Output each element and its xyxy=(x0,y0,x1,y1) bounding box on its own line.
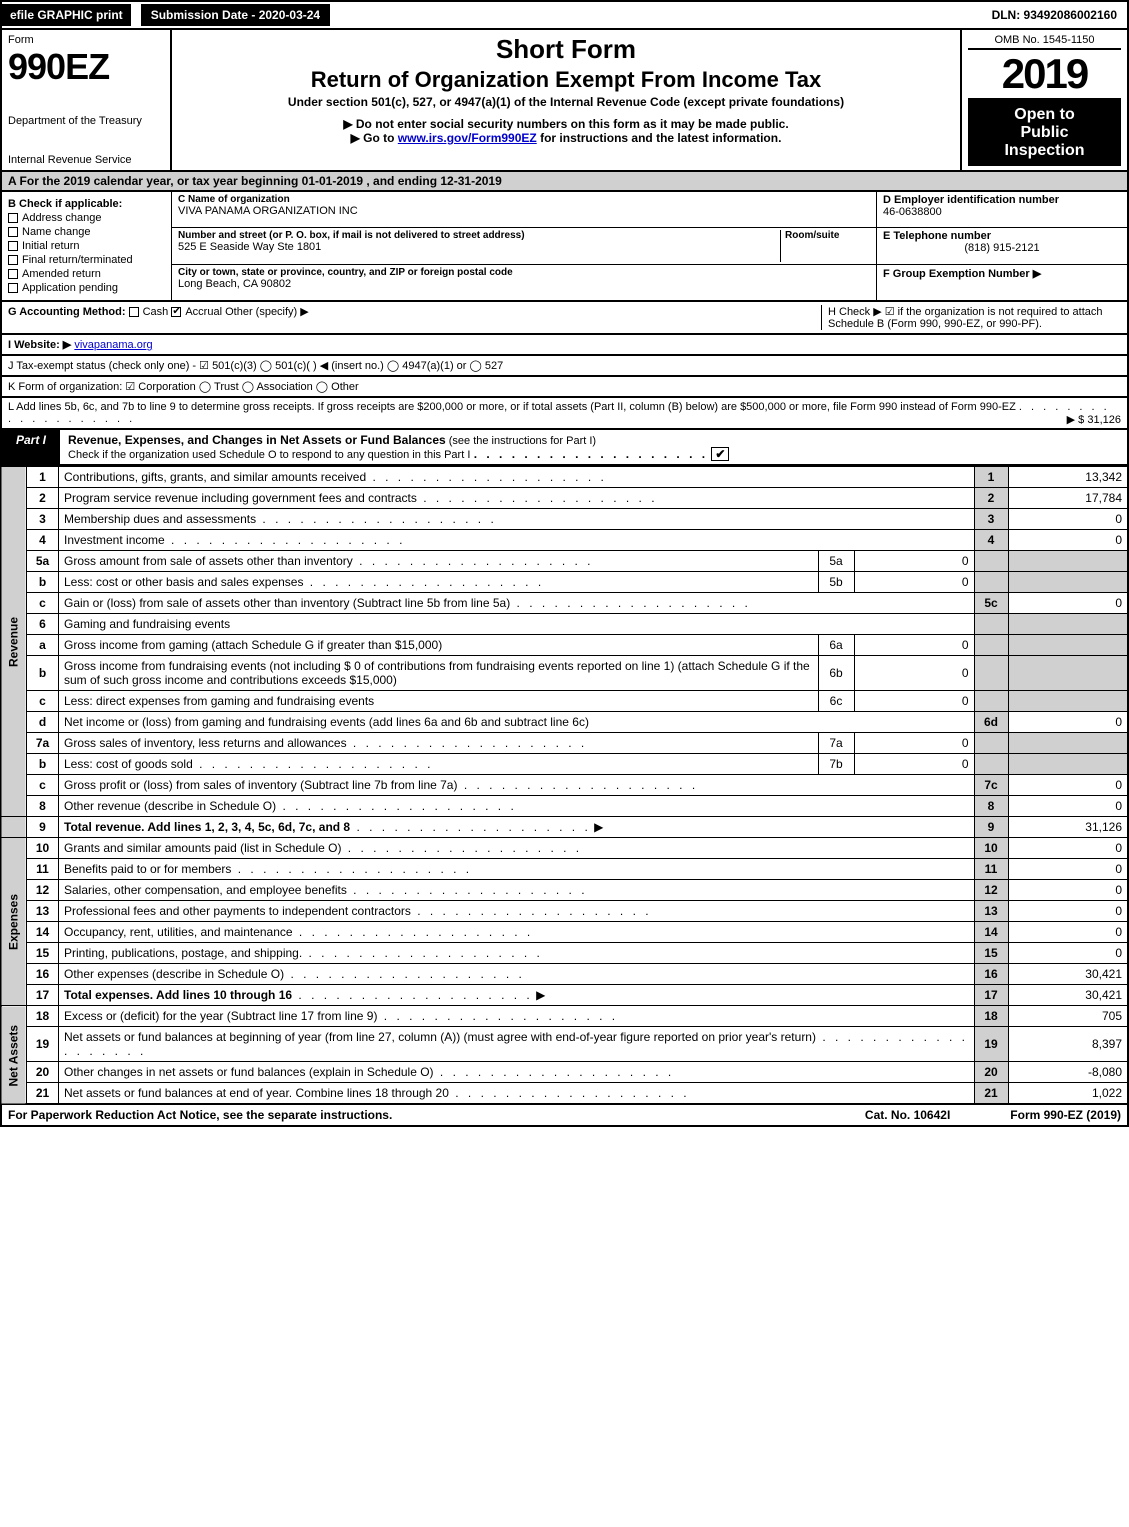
footer: For Paperwork Reduction Act Notice, see … xyxy=(0,1105,1129,1127)
top-bar: efile GRAPHIC print Submission Date - 20… xyxy=(0,0,1129,28)
box-d-e-f: D Employer identification number 46-0638… xyxy=(877,192,1127,300)
org-name-row: C Name of organization VIVA PANAMA ORGAN… xyxy=(172,192,876,228)
phone: (818) 915-2121 xyxy=(883,242,1121,254)
chk-name[interactable]: Name change xyxy=(8,226,165,238)
h-check: H Check ▶ ☑ if the organization is not r… xyxy=(821,305,1121,330)
room-label: Room/suite xyxy=(785,230,870,241)
group-row: F Group Exemption Number ▶ xyxy=(877,265,1127,300)
chk-initial[interactable]: Initial return xyxy=(8,240,165,252)
header-right: OMB No. 1545-1150 2019 Open to Public In… xyxy=(962,30,1127,170)
chk-final[interactable]: Final return/terminated xyxy=(8,254,165,266)
box-c: C Name of organization VIVA PANAMA ORGAN… xyxy=(172,192,877,300)
chk-accrual[interactable] xyxy=(171,307,181,317)
box-b-title: B Check if applicable: xyxy=(8,198,165,210)
phone-row: E Telephone number (818) 915-2121 xyxy=(877,228,1127,264)
tax-year: 2019 xyxy=(968,50,1121,100)
lines-table: Revenue 1 Contributions, gifts, grants, … xyxy=(0,466,1129,1105)
form-label: Form xyxy=(8,34,164,46)
submission-date: Submission Date - 2020-03-24 xyxy=(139,2,332,28)
irs-link[interactable]: www.irs.gov/Form990EZ xyxy=(398,131,537,145)
org-name-label: C Name of organization xyxy=(178,194,870,205)
accounting-method-row: G Accounting Method: Cash Accrual Other … xyxy=(0,302,1129,335)
header-middle: Short Form Return of Organization Exempt… xyxy=(172,30,962,170)
address: 525 E Seaside Way Ste 1801 xyxy=(178,241,780,253)
form-of-org: K Form of organization: ☑ Corporation ◯ … xyxy=(0,377,1129,398)
website-label: I Website: ▶ xyxy=(8,339,71,351)
under-section: Under section 501(c), 527, or 4947(a)(1)… xyxy=(180,95,952,109)
phone-label: E Telephone number xyxy=(883,230,1121,242)
l-text: L Add lines 5b, 6c, and 7b to line 9 to … xyxy=(8,401,1016,413)
other-specify: Other (specify) ▶ xyxy=(225,306,309,318)
public: Public xyxy=(974,124,1115,142)
efile-print[interactable]: efile GRAPHIC print xyxy=(2,4,131,26)
revenue-label: Revenue xyxy=(1,467,27,817)
notice-post: for instructions and the latest informat… xyxy=(537,131,782,145)
website-link[interactable]: vivapanama.org xyxy=(74,339,152,351)
info-grid: B Check if applicable: Address change Na… xyxy=(0,192,1129,302)
paperwork-notice: For Paperwork Reduction Act Notice, see … xyxy=(8,1108,865,1122)
website-row: I Website: ▶ vivapanama.org xyxy=(0,335,1129,356)
ein-row: D Employer identification number 46-0638… xyxy=(877,192,1127,228)
open-public-inspection: Open to Public Inspection xyxy=(968,100,1121,166)
part1-check-line: Check if the organization used Schedule … xyxy=(68,449,470,461)
ein: 46-0638800 xyxy=(883,206,1121,218)
form-header: Form 990EZ Department of the Treasury In… xyxy=(0,28,1129,172)
gross-receipts-row: L Add lines 5b, 6c, and 7b to line 9 to … xyxy=(0,398,1129,430)
org-name: VIVA PANAMA ORGANIZATION INC xyxy=(178,205,870,217)
expenses-label: Expenses xyxy=(1,838,27,1006)
tax-period: A For the 2019 calendar year, or tax yea… xyxy=(0,172,1129,192)
cat-no: Cat. No. 10642I xyxy=(865,1108,950,1122)
dln: DLN: 93492086002160 xyxy=(982,4,1127,26)
instructions-notice: ▶ Go to www.irs.gov/Form990EZ for instru… xyxy=(180,131,952,145)
city-row: City or town, state or province, country… xyxy=(172,265,876,300)
dept-treasury: Department of the Treasury xyxy=(8,115,164,127)
chk-pending[interactable]: Application pending xyxy=(8,282,165,294)
chk-address[interactable]: Address change xyxy=(8,212,165,224)
omb-number: OMB No. 1545-1150 xyxy=(968,34,1121,50)
city: Long Beach, CA 90802 xyxy=(178,278,870,290)
open-to: Open to xyxy=(974,106,1115,124)
part1-header: Part I Revenue, Expenses, and Changes in… xyxy=(0,430,1129,466)
group-label: F Group Exemption Number ▶ xyxy=(883,267,1121,280)
netassets-label: Net Assets xyxy=(1,1006,27,1105)
part1-title: Revenue, Expenses, and Changes in Net As… xyxy=(60,430,1127,464)
form-number: 990EZ xyxy=(8,46,164,88)
address-label: Number and street (or P. O. box, if mail… xyxy=(178,230,780,241)
tax-exempt-status: J Tax-exempt status (check only one) - ☑… xyxy=(0,356,1129,377)
box-b: B Check if applicable: Address change Na… xyxy=(2,192,172,300)
chk-cash[interactable] xyxy=(129,307,139,317)
city-label: City or town, state or province, country… xyxy=(178,267,870,278)
irs: Internal Revenue Service xyxy=(8,154,164,166)
return-title: Return of Organization Exempt From Incom… xyxy=(180,67,952,93)
short-form-title: Short Form xyxy=(180,34,952,65)
header-left: Form 990EZ Department of the Treasury In… xyxy=(2,30,172,170)
chk-amended[interactable]: Amended return xyxy=(8,268,165,280)
notice-pre: ▶ Go to xyxy=(351,131,398,145)
g-label: G Accounting Method: xyxy=(8,306,126,318)
ein-label: D Employer identification number xyxy=(883,194,1121,206)
schedule-o-check[interactable]: ✔ xyxy=(711,447,729,461)
part1-tag: Part I xyxy=(2,430,60,464)
ssn-notice: ▶ Do not enter social security numbers o… xyxy=(180,117,952,131)
form-ref: Form 990-EZ (2019) xyxy=(1010,1108,1121,1122)
inspection: Inspection xyxy=(974,142,1115,160)
address-row: Number and street (or P. O. box, if mail… xyxy=(172,228,876,264)
l-amount: ▶ $ 31,126 xyxy=(1067,413,1121,426)
